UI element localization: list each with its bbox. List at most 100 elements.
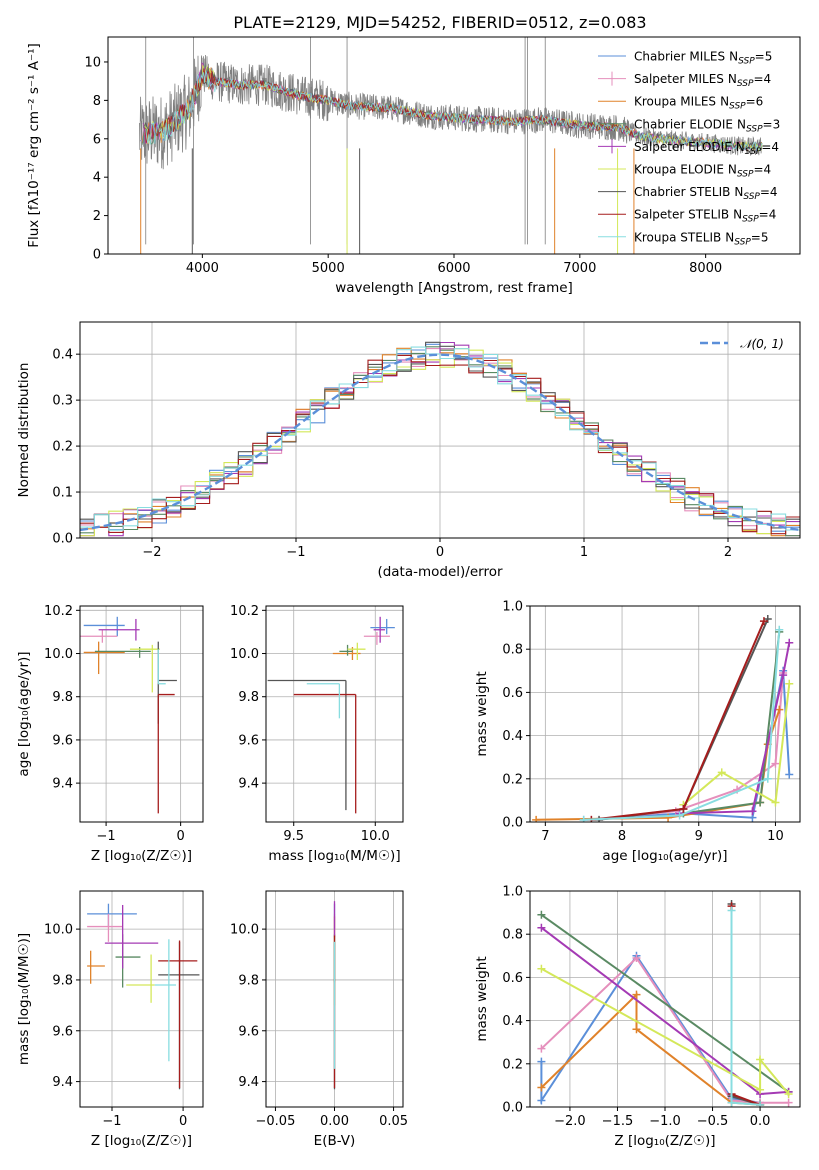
series-marker — [537, 1096, 546, 1105]
x-tick-label: 0.0 — [750, 1114, 771, 1129]
x-tick-label: 2 — [724, 545, 732, 560]
y-tick-label: 0.2 — [502, 772, 523, 787]
y-axis-label: mass [log₁₀(M/M☉)] — [16, 933, 32, 1065]
legend-sub: SSP — [746, 124, 763, 134]
axes: 9.5 10.0 9.4 9.6 9.8 10.0 10.2 mass [log₁₀(M/M☉… — [230, 604, 404, 864]
x-tick-label: 0 — [436, 545, 444, 560]
series-marker — [779, 671, 788, 680]
legend-name: Kroupa MILES — [634, 95, 716, 109]
y-tick-label: 0.2 — [52, 440, 73, 455]
x-tick-label: 0 — [179, 1114, 187, 1129]
histogram-step — [80, 348, 800, 537]
series-marker — [785, 638, 794, 647]
series-marker — [579, 815, 588, 822]
x-axis-label: Z [log₁₀(Z/Z☉)] — [91, 1133, 192, 1149]
y-tick-label: 9.4 — [238, 1075, 259, 1090]
plot-area — [80, 616, 177, 814]
axes-frame — [107, 36, 801, 255]
series-marker — [537, 910, 546, 919]
x-tick-label: −2 — [142, 545, 161, 560]
legend-sub: SSP — [729, 102, 746, 112]
y-tick-label: 6 — [93, 132, 101, 147]
legend-entry: Kroupa STELIB NSSP=5 — [634, 230, 769, 247]
legend-n-symbol: N — [720, 95, 729, 109]
y-tick-label: 10.2 — [44, 604, 73, 619]
axes: 4000 5000 6000 7000 8000 0 2 4 6 8 10 wavelength [A… — [26, 36, 801, 296]
plot-area — [537, 899, 793, 1107]
series-marker — [675, 811, 684, 820]
series-marker — [763, 774, 772, 783]
series-line — [540, 913, 790, 1093]
axes-frame — [265, 890, 404, 1108]
legend-n: =4 — [761, 140, 779, 154]
legend-sub: SSP — [743, 192, 760, 202]
model-spectrum-line — [145, 70, 763, 152]
axes: 7 8 9 10 0.0 0.2 0.4 0.6 0.8 1.0 age [log₁₀(age/yr… — [474, 600, 801, 864]
series-marker — [717, 768, 726, 777]
plot-area — [532, 614, 794, 822]
series-marker — [537, 1083, 546, 1092]
x-tick-label: 6000 — [437, 261, 470, 276]
y-tick-label: 9.4 — [238, 777, 259, 792]
axes: −1 0 9.4 9.6 9.8 10.0 Z [log₁₀(Z/Z☉)] mass [log… — [16, 890, 204, 1149]
plot-area — [267, 616, 395, 814]
series-line — [679, 642, 791, 815]
plot-area — [87, 903, 200, 1090]
x-tick-label: 8000 — [689, 261, 722, 276]
y-tick-label: 9.8 — [52, 973, 73, 988]
series-marker — [537, 1057, 546, 1066]
x-tick-label: −1 — [97, 829, 116, 844]
x-axis-label: Z [log₁₀(Z/Z☉)] — [614, 1133, 715, 1149]
legend-entry: Chabrier MILES NSSP=5 — [634, 50, 772, 67]
age-vs-metallicity-panel: −1 0 9.4 9.6 9.8 10.0 10.2 Z [log₁₀(Z/Z☉)] age [… — [16, 604, 204, 864]
y-tick-label: 9.4 — [52, 777, 73, 792]
legend-n: =5 — [751, 230, 769, 244]
x-tick-label: 5000 — [312, 261, 345, 276]
legend-entry: Salpeter STELIB NSSP=4 — [634, 208, 776, 225]
legend: 𝒩(0, 1) — [700, 337, 784, 351]
series-marker — [756, 1085, 765, 1094]
figure-title: PLATE=2129, MJD=54252, FIBERID=0512, z=0… — [233, 13, 646, 32]
y-tick-label: 9.6 — [238, 1024, 259, 1039]
histogram-step — [80, 354, 800, 535]
mass-vs-ebv-panel: −0.05 0.00 0.05 9.4 9.6 9.8 10.0 E(B-V) — [230, 890, 408, 1149]
series-marker — [785, 679, 794, 688]
series-marker — [759, 617, 768, 626]
y-axis-label: mass weight — [474, 671, 490, 756]
series-marker — [537, 1044, 546, 1053]
legend-n: =4 — [753, 163, 771, 177]
grid-lines — [80, 606, 203, 822]
axes-frame — [529, 890, 801, 1108]
x-tick-label: −2.0 — [554, 1114, 586, 1129]
y-tick-label: 10.0 — [230, 647, 259, 662]
legend-n: =4 — [760, 185, 778, 199]
legend-n-symbol: N — [728, 72, 737, 86]
x-tick-label: −1.5 — [602, 1114, 634, 1129]
y-tick-label: 0.6 — [502, 971, 523, 986]
x-tick-label: −1 — [286, 545, 305, 560]
legend-entry: Salpeter ELODIE NSSP=4 — [634, 140, 779, 157]
y-tick-label: 9.6 — [52, 733, 73, 748]
y-tick-label: 10 — [84, 55, 101, 70]
y-tick-label: 8 — [93, 94, 101, 109]
y-tick-label: 10.2 — [230, 604, 259, 619]
histogram-step — [80, 346, 800, 531]
legend-n-symbol: N — [728, 163, 737, 177]
series-marker — [771, 798, 780, 807]
legend-sub: SSP — [738, 57, 755, 67]
histogram-step — [80, 341, 800, 537]
normal-curve — [80, 353, 800, 532]
axes-frame — [79, 890, 204, 1108]
axes: −2.0 −1.5 −1.0 −0.5 0.0 0.0 0.2 0.4 0.6 0.8 1.0 Z [… — [474, 885, 801, 1149]
y-tick-label: 0.6 — [502, 686, 523, 701]
legend-n-symbol: N — [725, 230, 734, 244]
x-tick-label: 7000 — [563, 261, 596, 276]
mass-vs-metallicity-panel: −1 0 9.4 9.6 9.8 10.0 Z [log₁₀(Z/Z☉)] mass [log… — [16, 890, 204, 1149]
x-tick-label: 7 — [541, 829, 549, 844]
series-marker — [756, 1055, 765, 1064]
y-tick-label: 0 — [93, 248, 101, 263]
legend-n-symbol: N — [729, 50, 738, 64]
legend-sub: SSP — [742, 215, 759, 225]
